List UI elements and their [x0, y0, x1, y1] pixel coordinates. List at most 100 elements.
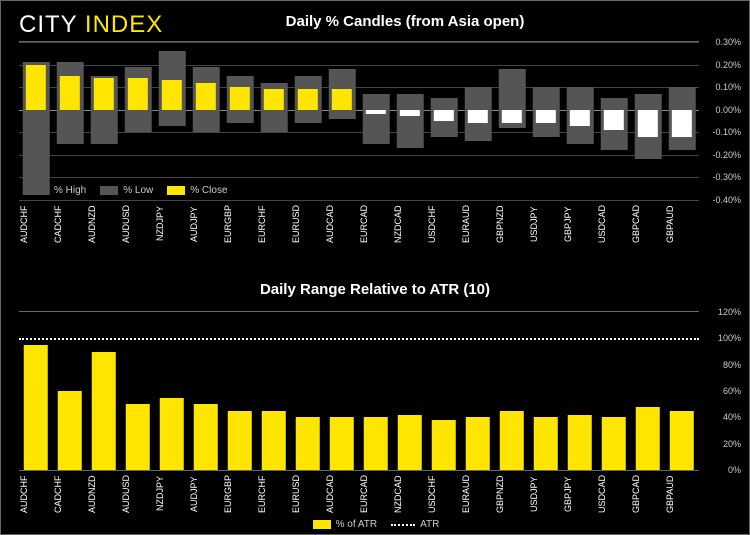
chart1-close-bar [332, 89, 352, 109]
chart1-bar-group [121, 42, 155, 200]
chart1-xlabel: USDJPY [529, 205, 563, 243]
chart1-bar-group [461, 42, 495, 200]
chart1-xlabel: NZDJPY [155, 205, 189, 243]
chart1-xlabel: USDCHF [427, 205, 461, 243]
chart1-xlabel: NZDCAD [393, 205, 427, 243]
chart2-bar-group [257, 312, 291, 470]
chart1-ytick: -0.10% [712, 127, 741, 137]
chart2-bar-group [563, 312, 597, 470]
chart2-legend: % of ATR ATR [1, 519, 750, 530]
chart1-close-bar [196, 83, 216, 110]
chart2-ytick: 0% [728, 465, 741, 475]
chart2-bar [364, 417, 388, 470]
chart2-bar [296, 417, 320, 470]
chart2-bar [534, 417, 558, 470]
chart2-xlabel: EURCAD [359, 475, 393, 513]
chart1-xlabel: AUDCAD [325, 205, 359, 243]
chart2-bar [670, 411, 694, 470]
chart2-xlabels: AUDCHFCADCHFAUDNZDAUDUSDNZDJPYAUDJPYEURG… [19, 475, 699, 513]
legend-label: % Low [123, 185, 153, 196]
legend-item: % of ATR [313, 519, 378, 530]
chart1-bar-group [393, 42, 427, 200]
chart1-bar-group [325, 42, 359, 200]
chart1-close-bar [604, 110, 624, 130]
chart2-bar [160, 398, 184, 470]
chart2-bar [568, 415, 592, 470]
chart2-bar-group [121, 312, 155, 470]
chart1-bar-group [155, 42, 189, 200]
legend-label: % of ATR [336, 519, 378, 530]
chart2-ytick: 120% [718, 307, 741, 317]
chart2-bar-group [393, 312, 427, 470]
chart1-bar-group [223, 42, 257, 200]
chart2-bar-group [87, 312, 121, 470]
chart2-bar-group [631, 312, 665, 470]
chart2-bar [500, 411, 524, 470]
chart1-close-bar [672, 110, 692, 137]
chart1-close-bar [366, 110, 386, 115]
chart2-bar-group [597, 312, 631, 470]
chart1-xlabel: EURAUD [461, 205, 495, 243]
chart2-bars [19, 312, 699, 470]
chart1-ytick: -0.40% [712, 195, 741, 205]
legend-item: % Close [167, 185, 227, 196]
chart2-xlabel: GBPAUD [665, 475, 699, 513]
legend-swatch [100, 186, 118, 195]
chart2-bar-group [495, 312, 529, 470]
chart1-bar-group [257, 42, 291, 200]
chart1-bar-group [529, 42, 563, 200]
chart2-xlabel: GBPNZD [495, 475, 529, 513]
chart1-bar-group [665, 42, 699, 200]
chart2-xlabel: AUDCAD [325, 475, 359, 513]
chart1-close-bar [468, 110, 488, 124]
chart2-bar-group [189, 312, 223, 470]
chart1-xlabel: EURUSD [291, 205, 325, 243]
chart1-close-bar [434, 110, 454, 121]
legend-item: % Low [100, 185, 153, 196]
chart2-bar [24, 345, 48, 470]
chart1-xlabel: GBPJPY [563, 205, 597, 243]
chart1-xlabel: EURCAD [359, 205, 393, 243]
chart1-ytick: 0.10% [715, 82, 741, 92]
chart2-bar-group [155, 312, 189, 470]
legend-label: ATR [420, 519, 439, 530]
chart2-ytick: 80% [723, 360, 741, 370]
chart2-area: 0%20%40%60%80%100%120% [19, 311, 699, 471]
chart1-bar-group [563, 42, 597, 200]
legend-swatch [391, 524, 415, 526]
chart1-bar-group [87, 42, 121, 200]
chart1-close-bar [638, 110, 658, 137]
legend-item: ATR [391, 519, 439, 530]
chart2-bar-group [291, 312, 325, 470]
chart1-close-bar [570, 110, 590, 126]
chart2-xlabel: GBPJPY [563, 475, 597, 513]
chart2-bar [398, 415, 422, 470]
chart2-bar [194, 404, 218, 470]
chart2-bar-group [529, 312, 563, 470]
chart2-bar [432, 420, 456, 470]
chart1-bar-group [359, 42, 393, 200]
chart1-xlabel: AUDNZD [87, 205, 121, 243]
chart1-close-bar [60, 76, 80, 110]
chart1-bar-group [427, 42, 461, 200]
chart2-bar [262, 411, 286, 470]
legend-item: % High [31, 185, 86, 196]
chart2-bar [330, 417, 354, 470]
chart1-bar-group [495, 42, 529, 200]
chart1-xlabel: AUDCHF [19, 205, 53, 243]
chart2-title: Daily Range Relative to ATR (10) [1, 281, 749, 298]
chart2-bar [602, 417, 626, 470]
chart2-bar-group [19, 312, 53, 470]
chart2-xlabel: USDCHF [427, 475, 461, 513]
chart1-ytick: -0.20% [712, 150, 741, 160]
chart1-ytick: 0.00% [715, 105, 741, 115]
chart2-ytick: 40% [723, 412, 741, 422]
chart1-bars [19, 42, 699, 200]
chart1-plot: -0.40%-0.30%-0.20%-0.10%0.00%0.10%0.20%0… [19, 41, 699, 201]
chart2-plot: 0%20%40%60%80%100%120% [19, 311, 699, 471]
chart1-close-bar [94, 78, 114, 110]
chart1-close-bar [128, 78, 148, 110]
chart1-close-bar [502, 110, 522, 124]
chart1-close-bar [230, 87, 250, 110]
chart1-close-bar [162, 80, 182, 109]
